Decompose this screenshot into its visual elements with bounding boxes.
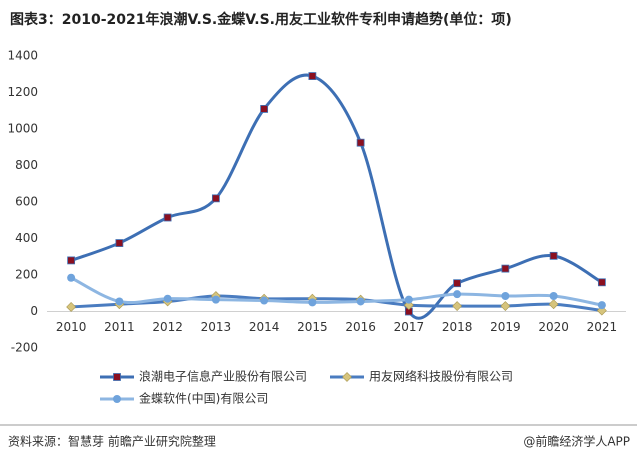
marker xyxy=(548,299,559,310)
marker xyxy=(597,301,606,310)
marker xyxy=(597,278,606,287)
x-tick-label: 2015 xyxy=(297,320,328,334)
y-tick-label: 0 xyxy=(30,304,38,318)
y-tick-label: -200 xyxy=(11,341,38,355)
marker xyxy=(404,295,413,304)
x-tick-label: 2011 xyxy=(104,320,135,334)
source: 资料来源：智慧芽 前瞻产业研究院整理 xyxy=(8,434,216,449)
y-tick-label: 600 xyxy=(15,195,38,209)
y-tick-label: 1400 xyxy=(7,49,38,63)
x-tick-label: 2012 xyxy=(152,320,183,334)
x-tick-label: 2016 xyxy=(345,320,376,334)
legend-label: 金蝶软件(中国)有限公司 xyxy=(139,391,268,406)
marker xyxy=(67,256,76,265)
marker xyxy=(453,279,462,288)
marker xyxy=(452,301,463,311)
marker xyxy=(356,138,365,147)
credit: @前瞻经济学人APP xyxy=(523,434,630,449)
marker xyxy=(66,302,77,312)
x-tick-label: 2021 xyxy=(587,320,618,334)
marker xyxy=(211,295,220,304)
x-tick-label: 2010 xyxy=(56,320,87,334)
marker xyxy=(356,297,365,306)
marker xyxy=(596,305,607,316)
marker xyxy=(308,298,317,307)
marker xyxy=(115,239,124,247)
x-tick-label: 2014 xyxy=(249,320,280,334)
marker xyxy=(501,291,510,300)
y-tick-label: 800 xyxy=(15,158,38,172)
marker xyxy=(500,301,511,311)
marker xyxy=(308,72,317,80)
y-tick-label: 1200 xyxy=(7,85,38,99)
marker xyxy=(260,296,269,305)
chart-title: 图表3：2010-2021年浪潮V.S.金蝶V.S.用友工业软件专利申请趋势(单… xyxy=(10,11,512,28)
marker xyxy=(211,194,220,203)
marker xyxy=(549,291,558,300)
marker xyxy=(115,297,124,306)
marker xyxy=(549,251,558,260)
legend-marker xyxy=(342,372,352,382)
y-tick-label: 200 xyxy=(15,268,38,282)
x-tick-label: 2013 xyxy=(201,320,232,334)
x-tick-label: 2019 xyxy=(490,320,521,334)
legend-label: 用友网络科技股份有限公司 xyxy=(369,369,513,384)
marker xyxy=(501,264,510,273)
marker xyxy=(163,294,172,303)
series-line xyxy=(70,276,603,307)
marker xyxy=(260,105,269,113)
y-tick-label: 1000 xyxy=(7,122,38,136)
legend-marker xyxy=(113,395,121,403)
x-tick-label: 2020 xyxy=(538,320,569,334)
legend-marker xyxy=(113,373,121,381)
marker xyxy=(163,213,172,222)
marker xyxy=(403,300,414,311)
legend-label: 浪潮电子信息产业股份有限公司 xyxy=(139,369,307,384)
marker xyxy=(67,273,76,282)
x-tick-label: 2018 xyxy=(442,320,473,334)
marker xyxy=(453,290,462,299)
y-tick-label: 400 xyxy=(15,231,38,245)
x-tick-label: 2017 xyxy=(394,320,425,334)
